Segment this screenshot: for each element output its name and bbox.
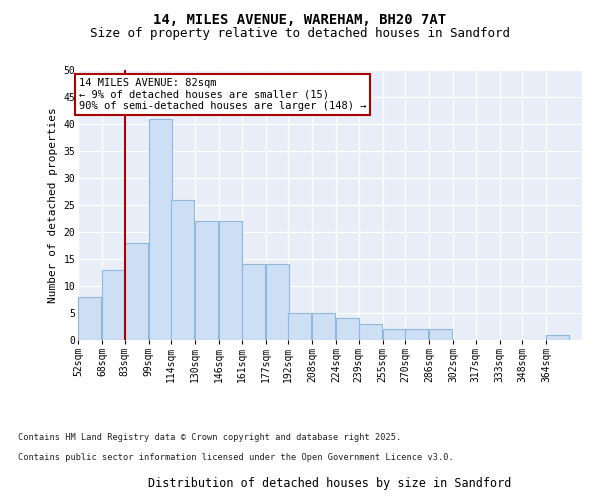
Bar xyxy=(288,313,311,340)
Bar xyxy=(312,313,335,340)
Text: Distribution of detached houses by size in Sandford: Distribution of detached houses by size … xyxy=(148,477,512,490)
Bar xyxy=(149,118,172,340)
Bar xyxy=(546,334,569,340)
Bar xyxy=(405,329,428,340)
Bar xyxy=(219,221,242,340)
Text: Contains HM Land Registry data © Crown copyright and database right 2025.: Contains HM Land Registry data © Crown c… xyxy=(18,434,401,442)
Text: Size of property relative to detached houses in Sandford: Size of property relative to detached ho… xyxy=(90,28,510,40)
Bar xyxy=(195,221,218,340)
Bar xyxy=(336,318,359,340)
Y-axis label: Number of detached properties: Number of detached properties xyxy=(48,107,58,303)
Text: 14, MILES AVENUE, WAREHAM, BH20 7AT: 14, MILES AVENUE, WAREHAM, BH20 7AT xyxy=(154,12,446,26)
Text: 14 MILES AVENUE: 82sqm
← 9% of detached houses are smaller (15)
90% of semi-deta: 14 MILES AVENUE: 82sqm ← 9% of detached … xyxy=(79,78,366,112)
Text: Contains public sector information licensed under the Open Government Licence v3: Contains public sector information licen… xyxy=(18,454,454,462)
Bar xyxy=(171,200,194,340)
Bar xyxy=(102,270,125,340)
Bar xyxy=(359,324,382,340)
Bar xyxy=(383,329,406,340)
Bar xyxy=(429,329,452,340)
Bar xyxy=(265,264,289,340)
Bar xyxy=(241,264,265,340)
Bar xyxy=(125,243,148,340)
Bar xyxy=(78,297,101,340)
